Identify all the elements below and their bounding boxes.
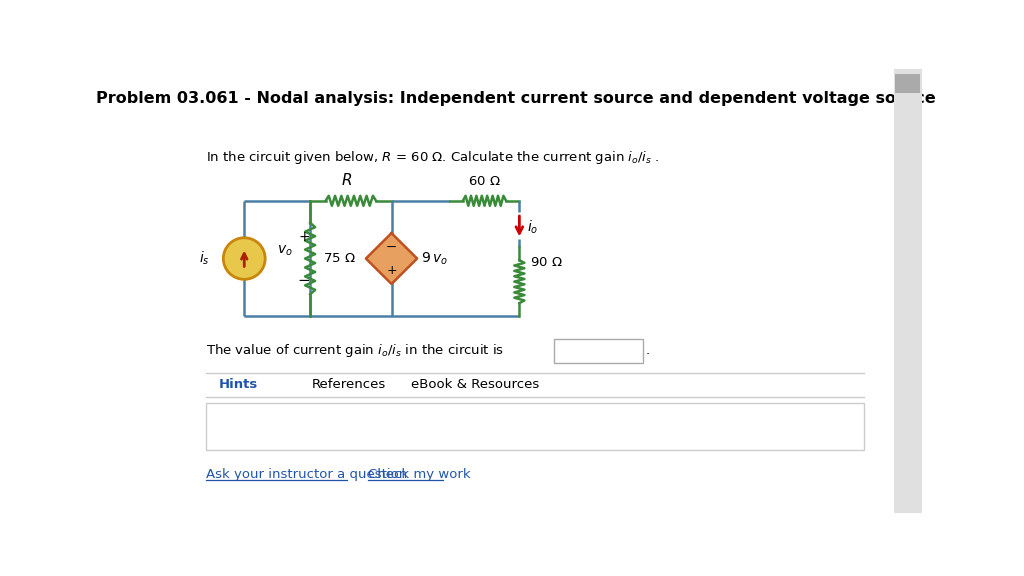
Text: $v_o$: $v_o$ xyxy=(278,244,293,258)
FancyBboxPatch shape xyxy=(554,339,643,363)
Text: −: − xyxy=(298,272,310,287)
Text: eBook & Resources: eBook & Resources xyxy=(411,378,540,391)
Text: Hints: Hints xyxy=(218,378,258,391)
Text: +: + xyxy=(298,230,309,244)
Text: Problem 03.061 - Nodal analysis: Independent current source and dependent voltag: Problem 03.061 - Nodal analysis: Indepen… xyxy=(95,90,935,105)
Circle shape xyxy=(223,238,265,279)
Text: $i_s$: $i_s$ xyxy=(200,250,210,267)
Text: Hint #1: Hint #1 xyxy=(219,420,270,433)
FancyBboxPatch shape xyxy=(895,74,920,93)
Text: 60 $\Omega$: 60 $\Omega$ xyxy=(468,175,501,188)
Polygon shape xyxy=(366,233,417,284)
Text: 90 $\Omega$: 90 $\Omega$ xyxy=(530,256,563,269)
Text: References: References xyxy=(311,378,386,391)
Text: 75 $\Omega$: 75 $\Omega$ xyxy=(324,252,356,265)
Text: Ask your instructor a question: Ask your instructor a question xyxy=(206,468,407,480)
Text: −: − xyxy=(386,241,397,253)
FancyBboxPatch shape xyxy=(894,69,922,513)
Text: The value of current gain $i_o/i_s$ in the circuit is: The value of current gain $i_o/i_s$ in t… xyxy=(206,343,504,359)
Text: +: + xyxy=(386,264,397,276)
Text: .: . xyxy=(646,344,650,358)
Text: Check my work: Check my work xyxy=(369,468,471,480)
Text: In the circuit given below, $R$ = 60 $\Omega$. Calculate the current gain $i_o/i: In the circuit given below, $R$ = 60 $\O… xyxy=(206,149,659,166)
FancyBboxPatch shape xyxy=(206,403,864,449)
Text: $9\,v_o$: $9\,v_o$ xyxy=(421,251,447,267)
Text: $R$: $R$ xyxy=(341,172,352,188)
Text: $i_o$: $i_o$ xyxy=(527,219,539,236)
